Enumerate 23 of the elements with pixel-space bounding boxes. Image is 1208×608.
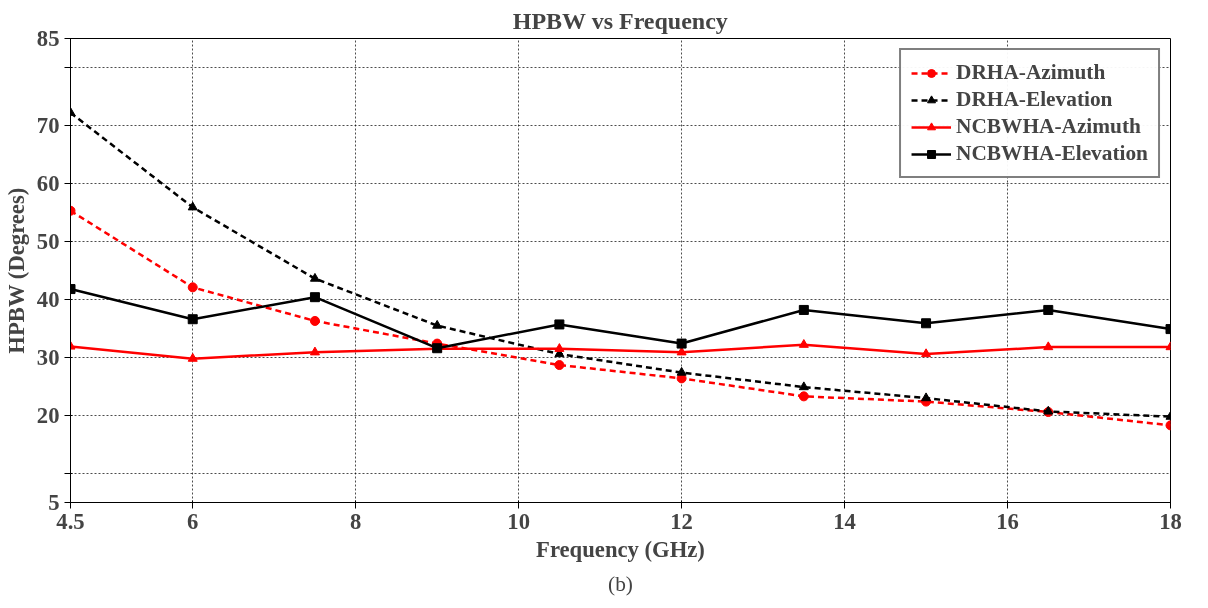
x-tick-label: 14 [833,508,856,534]
y-tick-label: 50 [36,229,60,254]
x-tick-label: 8 [350,508,362,534]
y-tick-label: 60 [36,171,60,196]
legend-label: DRHA-Azimuth [956,60,1106,85]
x-tick-label: 6 [187,508,199,534]
x-tick-label: 12 [670,508,693,534]
chart-title: HPBW vs Frequency [512,7,728,34]
y-axis-title: HPBW (Degrees) [3,187,29,354]
y-tick-label: 5 [48,490,60,515]
x-axis-title: Frequency (GHz) [536,536,705,562]
x-tick-label: 16 [996,508,1019,534]
legend-label: DRHA-Elevation [956,87,1113,112]
x-tick-label: 10 [507,508,530,534]
y-tick-label: 85 [36,26,60,51]
x-tick-label: 18 [1159,508,1182,534]
legend-label: NCBWHA-Azimuth [956,114,1141,139]
y-tick-label: 30 [36,345,60,370]
y-tick-label: 40 [36,287,60,312]
text: (b) [608,571,633,596]
y-tick-label: 70 [36,113,60,138]
legend-label: NCBWHA-Elevation [956,141,1148,166]
y-tick-label: 20 [36,403,60,428]
